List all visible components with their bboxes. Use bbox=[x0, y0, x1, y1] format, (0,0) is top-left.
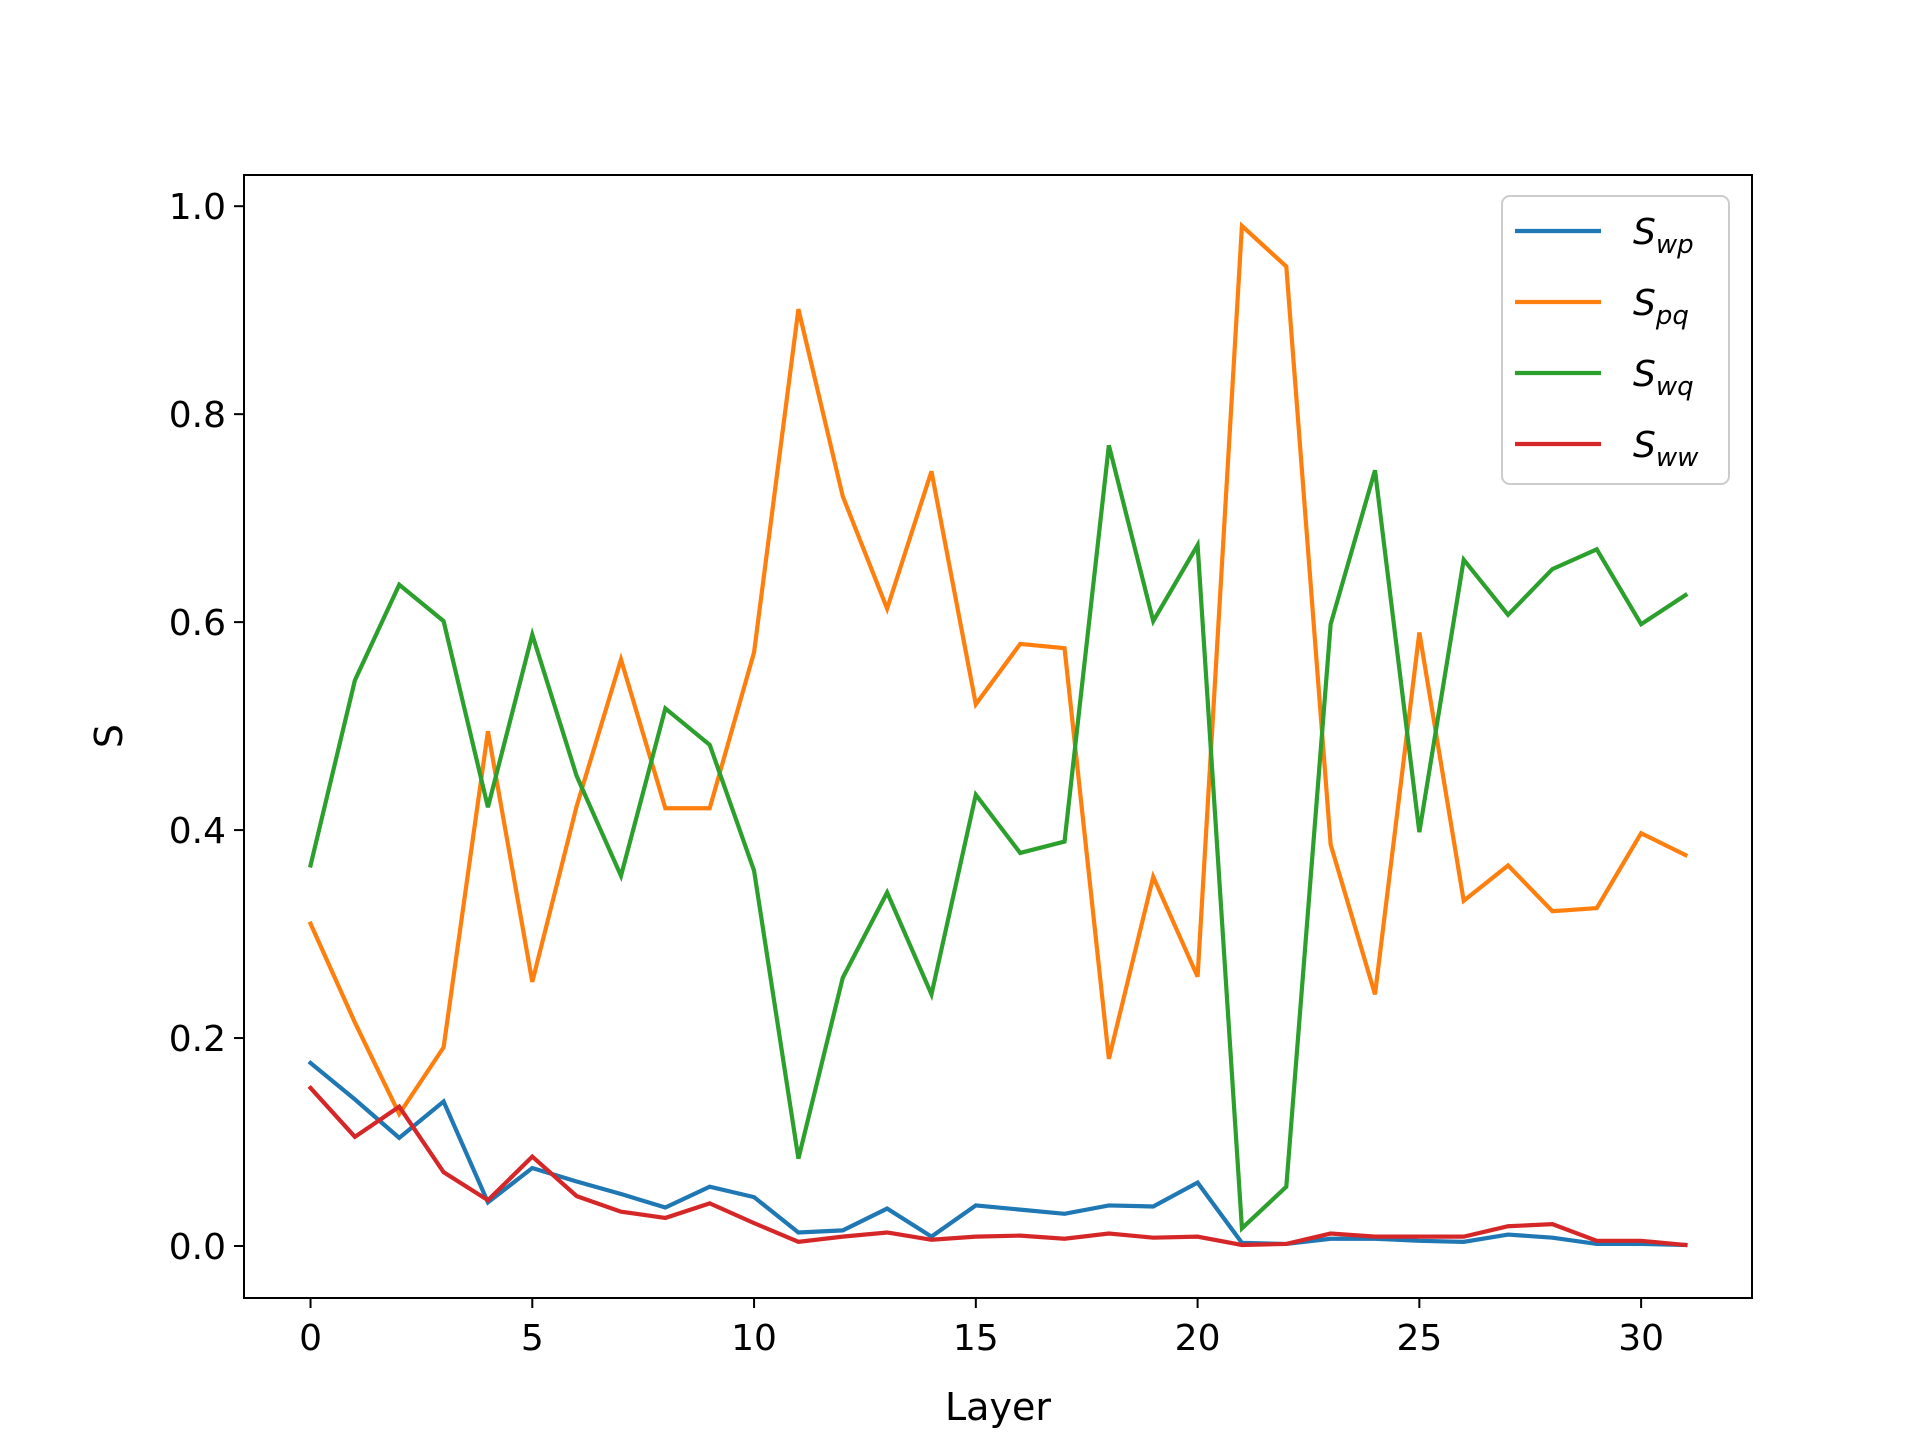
legend-label-pq: Spq bbox=[1633, 283, 1689, 331]
legend-label-wq: Swq bbox=[1633, 354, 1694, 402]
x-axis-title: Layer bbox=[945, 1385, 1051, 1429]
x-tick-label: 30 bbox=[1618, 1318, 1664, 1359]
series-layer bbox=[307, 221, 1689, 1248]
x-tick-label: 0 bbox=[299, 1318, 322, 1359]
x-tick-label: 20 bbox=[1175, 1318, 1221, 1359]
x-tick-label: 15 bbox=[953, 1318, 999, 1359]
plot-frame bbox=[243, 174, 1753, 1299]
x-tick-label: 25 bbox=[1396, 1318, 1442, 1359]
y-axis-title: S bbox=[87, 724, 131, 748]
y-axis: 0.0 0.2 0.4 0.6 0.8 1.0 bbox=[169, 187, 244, 1268]
series-line-wq bbox=[307, 444, 1689, 1233]
legend-label-ww: Sww bbox=[1633, 425, 1699, 473]
x-tick-label: 5 bbox=[521, 1318, 544, 1359]
legend: Swp Spq Swq Sww bbox=[1501, 195, 1730, 485]
plot-area-background bbox=[244, 175, 1752, 1298]
legend-label-wp: Swp bbox=[1633, 212, 1694, 260]
y-tick-label: 0.4 bbox=[169, 811, 226, 852]
y-tick-label: 0.6 bbox=[169, 603, 226, 644]
y-tick-label: 1.0 bbox=[169, 187, 226, 228]
series-line-ww bbox=[307, 1084, 1688, 1248]
y-tick-label: 0.2 bbox=[169, 1019, 226, 1060]
series-line-pq bbox=[307, 221, 1689, 1119]
x-axis: 0 5 10 15 20 25 30 bbox=[299, 1298, 1664, 1359]
series-line-wp bbox=[307, 1060, 1688, 1248]
legend-box bbox=[1501, 195, 1730, 485]
x-tick-label: 10 bbox=[731, 1318, 777, 1359]
y-tick-label: 0.8 bbox=[169, 395, 226, 436]
y-tick-label: 0.0 bbox=[169, 1227, 226, 1268]
